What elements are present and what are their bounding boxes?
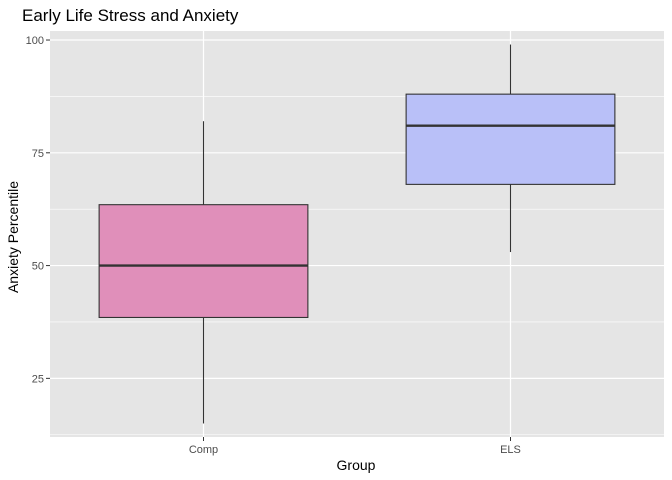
y-axis-ticks: 25 50 75 100 [26, 35, 50, 385]
y-axis-title: Anxiety Percentile [5, 181, 21, 293]
box-els [405, 44, 616, 253]
x-tick-label: Comp [189, 444, 218, 456]
x-tick-label: ELS [500, 444, 521, 456]
y-tick-label: 25 [32, 373, 44, 385]
y-tick-label: 50 [32, 261, 44, 273]
iqr-box [405, 93, 616, 185]
boxes-layer [98, 44, 616, 424]
iqr-box [98, 204, 309, 319]
y-tick-label: 100 [26, 35, 44, 47]
x-axis-title: Group [337, 457, 376, 473]
box-comp [98, 121, 309, 424]
y-tick-label: 75 [32, 148, 44, 160]
x-axis-ticks: Comp ELS [189, 437, 521, 456]
chart-title: Early Life Stress and Anxiety [22, 6, 239, 25]
